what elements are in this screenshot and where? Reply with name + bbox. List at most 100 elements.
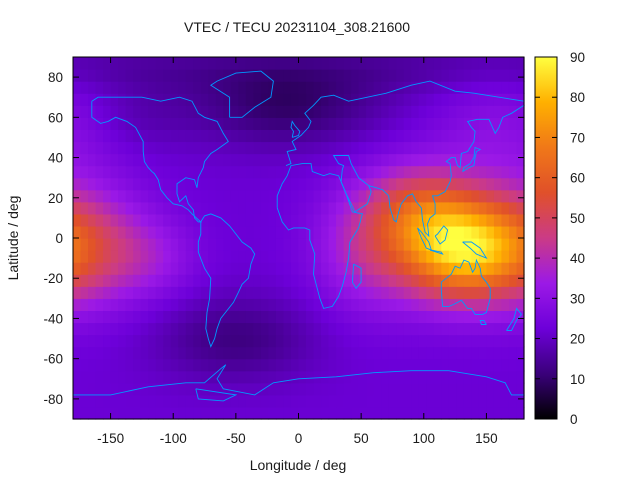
heatmap-cell	[253, 105, 262, 118]
heatmap-cell	[396, 286, 405, 299]
heatmap-cell	[238, 129, 247, 143]
heatmap-cell	[208, 189, 217, 203]
heatmap-cell	[185, 238, 194, 251]
heatmap-cell	[283, 394, 292, 408]
heatmap-cell	[418, 358, 427, 372]
heatmap-cell	[238, 382, 247, 396]
heatmap-cell	[140, 406, 149, 420]
heatmap-cell	[95, 238, 104, 251]
heatmap-cell	[95, 177, 104, 191]
heatmap-cell	[366, 322, 375, 336]
heatmap-cell	[103, 153, 112, 167]
heatmap-cell	[155, 213, 164, 227]
heatmap-cell	[456, 57, 465, 70]
heatmap-cell	[388, 165, 397, 179]
heatmap-cell	[328, 238, 337, 251]
heatmap-cell	[298, 262, 307, 275]
heatmap-cell	[471, 358, 480, 372]
heatmap-cell	[80, 406, 89, 420]
heatmap-cell	[230, 153, 239, 167]
heatmap-cell	[448, 322, 457, 336]
heatmap-cell	[200, 57, 209, 70]
heatmap-cell	[88, 117, 97, 130]
heatmap-cell	[501, 201, 510, 215]
heatmap-cell	[463, 394, 472, 408]
heatmap-cell	[358, 105, 367, 118]
heatmap-cell	[381, 286, 390, 299]
heatmap-cell	[343, 213, 352, 227]
coastline	[209, 70, 274, 118]
heatmap-cell	[260, 346, 270, 360]
heatmap-cell	[148, 141, 157, 155]
heatmap-cell	[268, 57, 277, 70]
heatmap-cell	[486, 69, 495, 82]
heatmap-cell	[178, 93, 187, 106]
heatmap-cell	[426, 177, 435, 191]
heatmap-cell	[396, 358, 405, 372]
heatmap-cell	[373, 238, 382, 251]
heatmap-cell	[253, 153, 262, 167]
heatmap-cell	[516, 105, 525, 118]
heatmap-cell	[260, 81, 270, 94]
heatmap-cell	[140, 225, 149, 239]
heatmap-cell	[290, 334, 300, 348]
heatmap-cell	[268, 141, 277, 155]
heatmap-cell	[358, 57, 367, 70]
heatmap-cell	[95, 274, 104, 287]
heatmap-cell	[110, 322, 119, 336]
heatmap-cell	[245, 177, 254, 191]
heatmap-cell	[328, 69, 337, 82]
heatmap-cell	[501, 117, 510, 130]
heatmap-cell	[238, 310, 247, 324]
heatmap-cell	[411, 322, 420, 336]
heatmap-cell	[411, 250, 420, 263]
heatmap-cell	[178, 274, 187, 287]
heatmap-cell	[268, 346, 277, 360]
heatmap-cell	[260, 286, 270, 299]
heatmap-cell	[516, 81, 525, 94]
heatmap-cell	[343, 129, 352, 143]
heatmap-cell	[508, 334, 518, 348]
heatmap-cell	[508, 322, 518, 336]
heatmap-cell	[381, 213, 390, 227]
heatmap-cell	[230, 105, 239, 118]
heatmap-cell	[193, 358, 202, 372]
chart-title: VTEC / TECU 20231104_308.21600	[184, 19, 410, 35]
heatmap-cell	[200, 69, 209, 82]
heatmap-cell	[343, 141, 352, 155]
heatmap-cell	[268, 382, 277, 396]
heatmap-cell	[118, 346, 127, 360]
heatmap-cell	[373, 93, 382, 106]
heatmap-cell	[80, 141, 89, 155]
heatmap-cell	[501, 370, 510, 384]
heatmap-cell	[125, 177, 134, 191]
heatmap-cell	[403, 81, 412, 94]
heatmap-cell	[95, 394, 104, 408]
heatmap-cell	[478, 213, 488, 227]
heatmap-cell	[133, 189, 142, 203]
heatmap-cell	[140, 153, 149, 167]
heatmap-cell	[118, 81, 127, 94]
heatmap-cell	[516, 93, 525, 106]
heatmap-cell	[275, 262, 285, 275]
heatmap-cell	[381, 382, 390, 396]
heatmap-cell	[516, 225, 525, 239]
heatmap-cell	[118, 262, 127, 275]
heatmap-cell	[125, 189, 134, 203]
heatmap-cell	[118, 406, 127, 420]
heatmap-cell	[396, 177, 405, 191]
heatmap-cell	[245, 213, 254, 227]
heatmap-cell	[508, 286, 518, 299]
y-tick-label: 60	[48, 110, 63, 125]
heatmap-cell	[403, 153, 412, 167]
heatmap-cell	[148, 201, 157, 215]
heatmap-cell	[275, 165, 285, 179]
heatmap-cell	[298, 358, 307, 372]
heatmap-cell	[418, 117, 427, 130]
heatmap-cell	[298, 346, 307, 360]
heatmap-cell	[73, 310, 82, 324]
heatmap-cell	[433, 310, 442, 324]
heatmap-cell	[103, 394, 112, 408]
heatmap-cell	[215, 177, 224, 191]
heatmap-cell	[290, 382, 300, 396]
